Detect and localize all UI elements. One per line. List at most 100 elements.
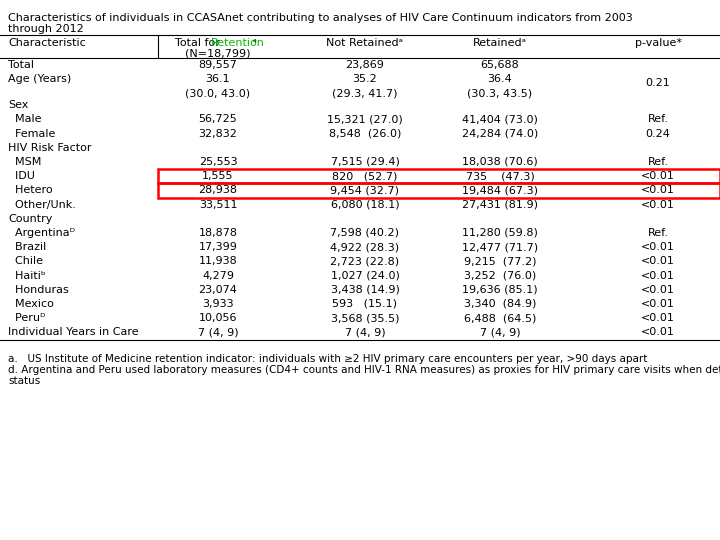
Text: 18,038 (70.6): 18,038 (70.6) xyxy=(462,157,538,167)
Text: 7,598 (40.2): 7,598 (40.2) xyxy=(330,228,400,238)
Text: Male: Male xyxy=(8,114,42,124)
Text: through 2012: through 2012 xyxy=(8,24,84,34)
Text: IDU: IDU xyxy=(8,171,35,181)
Text: 10,056: 10,056 xyxy=(199,313,238,323)
Text: 36.1: 36.1 xyxy=(206,74,230,84)
Text: 2,723 (22.8): 2,723 (22.8) xyxy=(330,256,400,266)
Text: 12,477 (71.7): 12,477 (71.7) xyxy=(462,242,538,252)
Text: 7 (4, 9): 7 (4, 9) xyxy=(480,327,521,338)
Text: Female: Female xyxy=(8,129,55,139)
Text: 7,515 (29.4): 7,515 (29.4) xyxy=(330,157,400,167)
Text: <0.01: <0.01 xyxy=(641,256,675,266)
Text: 593   (15.1): 593 (15.1) xyxy=(333,299,397,309)
Text: 7 (4, 9): 7 (4, 9) xyxy=(198,327,238,338)
Text: 1,555: 1,555 xyxy=(202,171,234,181)
Text: Total: Total xyxy=(8,60,34,70)
Text: Individual Years in Care: Individual Years in Care xyxy=(8,327,139,338)
Text: (30.0, 43.0): (30.0, 43.0) xyxy=(186,89,251,98)
Text: 9,454 (32.7): 9,454 (32.7) xyxy=(330,185,400,195)
Text: 3,568 (35.5): 3,568 (35.5) xyxy=(330,313,400,323)
Text: 41,404 (73.0): 41,404 (73.0) xyxy=(462,114,538,124)
Text: 35.2: 35.2 xyxy=(353,74,377,84)
Text: 6,080 (18.1): 6,080 (18.1) xyxy=(330,200,400,210)
Text: 9,215  (77.2): 9,215 (77.2) xyxy=(464,256,536,266)
Text: 19,484 (67.3): 19,484 (67.3) xyxy=(462,185,538,195)
Text: 27,431 (81.9): 27,431 (81.9) xyxy=(462,200,538,210)
Text: Country: Country xyxy=(8,214,53,224)
Text: Mexico: Mexico xyxy=(8,299,54,309)
Text: 24,284 (74.0): 24,284 (74.0) xyxy=(462,129,538,139)
Text: 4,279: 4,279 xyxy=(202,271,234,281)
Text: 3,438 (14.9): 3,438 (14.9) xyxy=(330,285,400,295)
Text: a.   US Institute of Medicine retention indicator: individuals with ≥2 HIV prima: a. US Institute of Medicine retention in… xyxy=(8,354,647,363)
Text: 33,511: 33,511 xyxy=(199,200,238,210)
Text: Honduras: Honduras xyxy=(8,285,68,295)
Text: 23,869: 23,869 xyxy=(346,60,384,70)
Text: 735    (47.3): 735 (47.3) xyxy=(466,171,534,181)
Bar xyxy=(158,169,720,184)
Text: Brazil: Brazil xyxy=(8,242,46,252)
Text: Sex: Sex xyxy=(8,100,28,110)
Text: 0.24: 0.24 xyxy=(646,129,670,139)
Text: 65,688: 65,688 xyxy=(481,60,519,70)
Text: <0.01: <0.01 xyxy=(641,200,675,210)
Text: <0.01: <0.01 xyxy=(641,285,675,295)
Text: Haitiᵇ: Haitiᵇ xyxy=(8,271,45,281)
Text: p-value*: p-value* xyxy=(634,38,682,48)
Text: 28,938: 28,938 xyxy=(199,185,238,195)
Text: 7 (4, 9): 7 (4, 9) xyxy=(345,327,385,338)
Text: Characteristic: Characteristic xyxy=(8,38,86,48)
Text: Argentinaᴰ: Argentinaᴰ xyxy=(8,228,75,238)
Text: Chile: Chile xyxy=(8,256,43,266)
Text: HIV Risk Factor: HIV Risk Factor xyxy=(8,143,91,153)
Text: status: status xyxy=(8,376,40,386)
Text: 11,938: 11,938 xyxy=(199,256,238,266)
Text: 11,280 (59.8): 11,280 (59.8) xyxy=(462,228,538,238)
Text: <0.01: <0.01 xyxy=(641,171,675,181)
Text: (30.3, 43.5): (30.3, 43.5) xyxy=(467,89,533,98)
Text: 3,252  (76.0): 3,252 (76.0) xyxy=(464,271,536,281)
Text: <0.01: <0.01 xyxy=(641,327,675,338)
Text: Not Retainedᵃ: Not Retainedᵃ xyxy=(326,38,403,48)
Text: Age (Years): Age (Years) xyxy=(8,74,71,84)
Text: 56,725: 56,725 xyxy=(199,114,238,124)
Text: 3,340  (84.9): 3,340 (84.9) xyxy=(464,299,536,309)
Text: Characteristics of individuals in CCASAnet contributing to analyses of HIV Care : Characteristics of individuals in CCASAn… xyxy=(8,13,633,23)
Text: 18,878: 18,878 xyxy=(199,228,238,238)
Text: Ref.: Ref. xyxy=(647,157,668,167)
Text: <0.01: <0.01 xyxy=(641,271,675,281)
Text: 1,027 (24.0): 1,027 (24.0) xyxy=(330,271,400,281)
Text: 19,636 (85.1): 19,636 (85.1) xyxy=(462,285,538,295)
Text: ᵃ: ᵃ xyxy=(253,38,257,48)
Text: (29.3, 41.7): (29.3, 41.7) xyxy=(332,89,397,98)
Text: 8,548  (26.0): 8,548 (26.0) xyxy=(329,129,401,139)
Text: 17,399: 17,399 xyxy=(199,242,238,252)
Text: 32,832: 32,832 xyxy=(199,129,238,139)
Text: (N=18,799): (N=18,799) xyxy=(185,48,251,58)
Text: <0.01: <0.01 xyxy=(641,299,675,309)
Text: Ref.: Ref. xyxy=(647,228,668,238)
Text: <0.01: <0.01 xyxy=(641,313,675,323)
Bar xyxy=(158,184,720,198)
Text: 0.21: 0.21 xyxy=(646,78,670,89)
Text: Retention: Retention xyxy=(211,38,265,48)
Text: Other/Unk.: Other/Unk. xyxy=(8,200,76,210)
Text: 23,074: 23,074 xyxy=(199,285,238,295)
Text: 820   (52.7): 820 (52.7) xyxy=(333,171,397,181)
Text: <0.01: <0.01 xyxy=(641,185,675,195)
Text: 36.4: 36.4 xyxy=(487,74,513,84)
Text: 25,553: 25,553 xyxy=(199,157,238,167)
Text: <0.01: <0.01 xyxy=(641,242,675,252)
Text: 3,933: 3,933 xyxy=(202,299,234,309)
Text: MSM: MSM xyxy=(8,157,41,167)
Text: Hetero: Hetero xyxy=(8,185,53,195)
Text: Ref.: Ref. xyxy=(647,114,668,124)
Text: 6,488  (64.5): 6,488 (64.5) xyxy=(464,313,536,323)
Text: d. Argentina and Peru used laboratory measures (CD4+ counts and HIV-1 RNA measur: d. Argentina and Peru used laboratory me… xyxy=(8,364,720,375)
Text: Total for: Total for xyxy=(175,38,223,48)
Text: 4,922 (28.3): 4,922 (28.3) xyxy=(330,242,400,252)
Text: 89,557: 89,557 xyxy=(199,60,238,70)
Text: 15,321 (27.0): 15,321 (27.0) xyxy=(327,114,403,124)
Text: Peruᴰ: Peruᴰ xyxy=(8,313,45,323)
Text: Retainedᵃ: Retainedᵃ xyxy=(473,38,527,48)
